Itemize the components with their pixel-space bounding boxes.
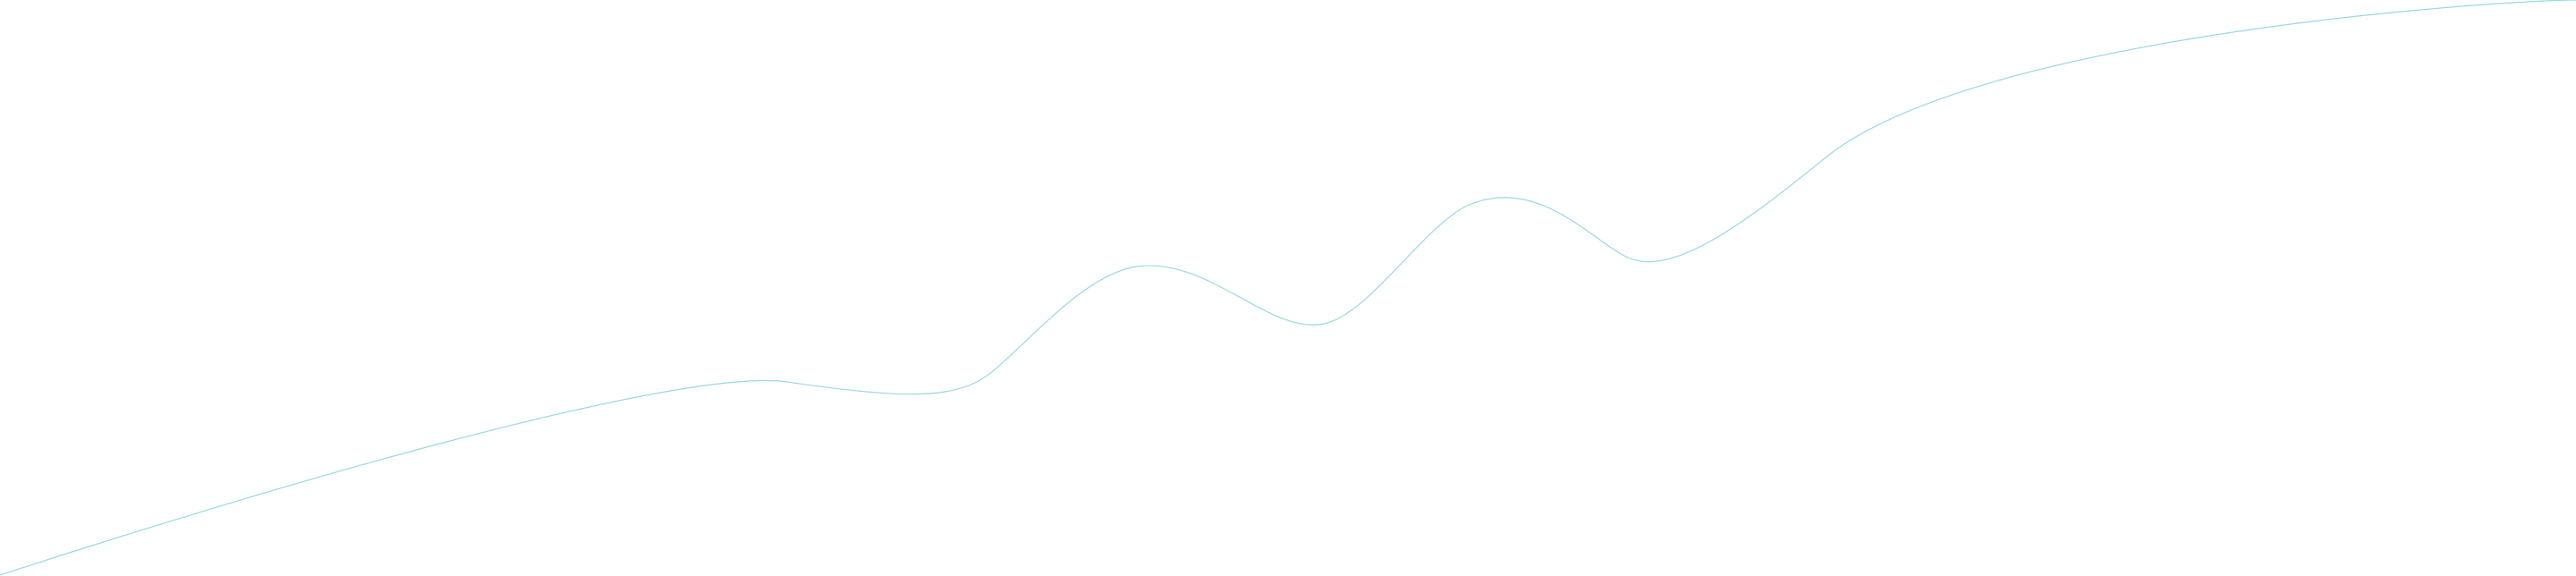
wave-line [0, 0, 2576, 576]
decorative-wave [0, 0, 2576, 576]
page-canvas [0, 0, 2576, 576]
